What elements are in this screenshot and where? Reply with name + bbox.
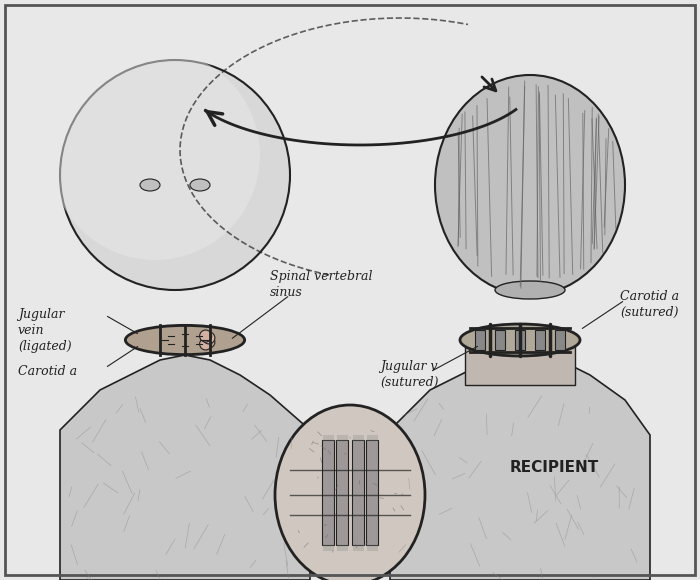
Polygon shape [352, 440, 364, 545]
Ellipse shape [495, 281, 565, 299]
Polygon shape [336, 440, 348, 545]
Circle shape [50, 50, 260, 260]
Polygon shape [390, 355, 650, 580]
Polygon shape [366, 440, 378, 545]
Text: Spinal vertebral
sinus: Spinal vertebral sinus [270, 270, 372, 299]
Ellipse shape [190, 179, 210, 191]
Ellipse shape [125, 325, 245, 355]
Polygon shape [495, 330, 505, 350]
Polygon shape [555, 330, 565, 350]
Polygon shape [465, 340, 575, 385]
Circle shape [199, 330, 211, 342]
Text: Carotid a
(sutured): Carotid a (sutured) [620, 290, 679, 319]
Circle shape [203, 332, 215, 344]
Polygon shape [322, 440, 334, 545]
Ellipse shape [435, 75, 625, 295]
Polygon shape [60, 355, 310, 580]
Polygon shape [515, 330, 525, 350]
Ellipse shape [460, 324, 580, 356]
Polygon shape [535, 330, 545, 350]
Ellipse shape [275, 405, 425, 580]
Text: Carotid a: Carotid a [18, 365, 77, 378]
Text: RECIPIENT: RECIPIENT [510, 460, 599, 475]
Ellipse shape [126, 326, 244, 354]
Ellipse shape [140, 179, 160, 191]
Circle shape [203, 336, 215, 348]
Circle shape [199, 338, 211, 350]
Circle shape [60, 60, 290, 290]
Polygon shape [475, 330, 485, 350]
Text: Jugular v
(sutured): Jugular v (sutured) [380, 360, 438, 389]
Text: Jugular
vein
(ligated): Jugular vein (ligated) [18, 308, 71, 353]
